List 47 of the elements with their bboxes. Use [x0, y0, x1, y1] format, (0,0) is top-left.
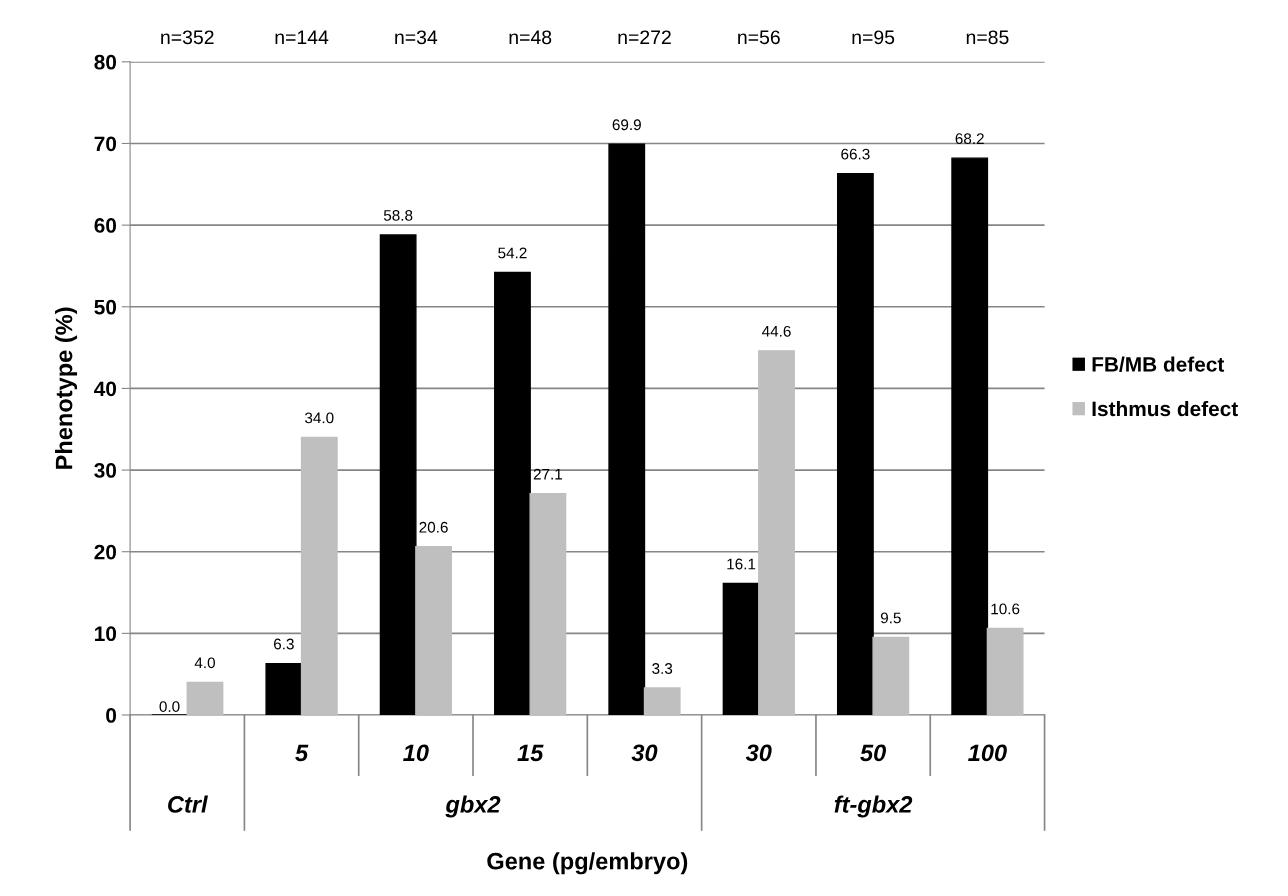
x-tick-label: 100	[968, 744, 1007, 762]
data-label: 69.9	[612, 119, 641, 131]
text: n=95	[852, 30, 895, 45]
data-label: 20.6	[419, 521, 448, 533]
data-label: 54.2	[498, 247, 527, 259]
y-tick-label: 10	[95, 626, 117, 642]
data-label: 10.6	[991, 603, 1020, 615]
text: n=48	[509, 30, 552, 45]
x-tick-label: 10	[403, 744, 429, 762]
legend-label: Isthmus defect	[1092, 400, 1238, 417]
data-label: 6.3	[273, 638, 294, 650]
data-label: 4.0	[194, 657, 215, 669]
text: gbx2	[445, 795, 501, 818]
y-tick-label: 0	[106, 708, 117, 723]
y-tick-label: 30	[94, 463, 117, 478]
x-axis-title: Gene (pg/embryo)	[487, 852, 688, 875]
text: n=144	[275, 30, 329, 44]
x-tick-label: 30	[631, 744, 658, 762]
x-tick-label: 15	[517, 744, 544, 762]
text: ft-gbx2	[834, 795, 913, 818]
text: n=56	[738, 30, 780, 45]
y-tick-label: 80	[94, 54, 117, 70]
x-tick-label: 50	[860, 744, 887, 762]
text: n=34	[395, 30, 438, 45]
y-tick-label: 60	[94, 218, 117, 233]
data-label: 58.8	[383, 209, 413, 221]
text: n=352	[161, 30, 214, 45]
text: n=272	[618, 30, 671, 44]
y-tick-label: 20	[94, 544, 117, 560]
y-tick-label: 40	[94, 381, 117, 397]
data-label: 3.3	[652, 663, 673, 674]
data-label: 34.0	[304, 412, 334, 424]
data-label: 68.2	[955, 133, 984, 145]
data-label: 0.0	[159, 701, 180, 712]
data-label: 44.6	[762, 325, 791, 337]
legend-label: FB/MB defect	[1092, 356, 1225, 373]
data-label: 16.1	[727, 558, 756, 570]
x-tick-label: 5	[295, 744, 309, 762]
y-tick-label: 70	[94, 136, 117, 152]
text: n=85	[966, 30, 1009, 45]
data-label: 66.3	[841, 148, 870, 160]
text: Ctrl	[168, 795, 208, 813]
data-label: 9.5	[880, 612, 901, 624]
data-label: 27.1	[533, 468, 563, 480]
x-tick-label: 30	[745, 744, 772, 762]
y-axis-title: Phenotype (%)	[55, 307, 78, 469]
y-tick-label: 50	[94, 299, 117, 315]
